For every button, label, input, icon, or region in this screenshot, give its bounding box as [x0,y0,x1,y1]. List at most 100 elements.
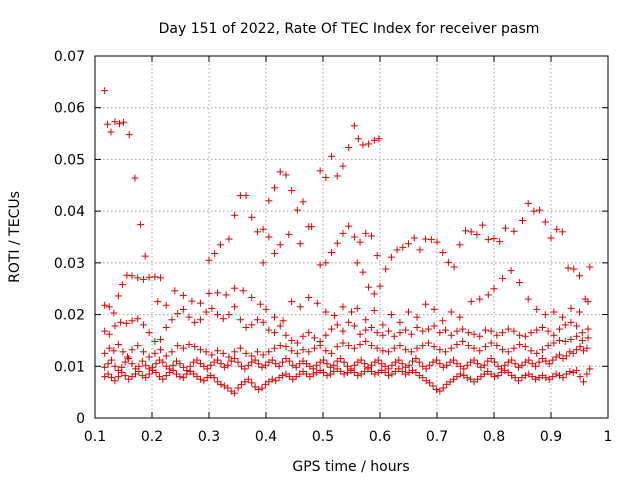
data-point [535,358,543,366]
data-point [350,368,358,376]
data-point [121,372,129,380]
data-point [141,252,149,260]
data-point [316,167,324,175]
x-tick-label: 0.4 [255,429,277,445]
data-point [553,225,561,233]
data-point [447,344,455,352]
data-point [118,281,126,289]
data-point [236,316,244,324]
data-point [268,356,276,364]
data-point [282,343,290,351]
data-point [142,361,150,369]
data-point [371,370,379,378]
data-point [128,317,136,325]
data-point [390,332,398,340]
data-point [376,282,384,290]
data-point [119,348,127,356]
data-point [231,348,239,356]
data-point [385,365,393,373]
data-point [473,230,481,238]
data-point [432,356,440,364]
data-point [415,358,423,366]
data-point [442,326,450,334]
data-point [484,236,492,244]
data-point [138,357,146,365]
data-point [559,374,567,382]
data-point [576,343,584,351]
data-point [134,342,142,350]
data-point [268,375,276,383]
data-point [310,344,318,352]
data-point [550,331,558,339]
data-point [550,308,558,316]
data-point [168,348,176,356]
x-tick-label: 0.1 [84,429,106,445]
data-point [444,258,452,266]
data-point [480,361,488,369]
data-point [374,356,382,364]
data-point [248,352,256,360]
data-point [484,291,492,299]
data-point [390,344,398,352]
data-point [508,356,516,364]
data-point [550,339,558,347]
data-point [196,375,204,383]
data-point [242,324,250,331]
data-point [271,313,279,321]
data-point [322,259,330,267]
data-point [576,373,584,381]
data-point [586,263,594,271]
data-point [419,342,427,350]
data-point [224,384,232,392]
data-point [430,322,438,330]
data-point [549,356,557,364]
data-point [208,304,216,312]
data-point [214,289,222,297]
data-point [456,313,464,321]
data-point [354,372,362,380]
data-point [442,348,450,356]
data-point [424,339,432,347]
data-point [467,228,475,236]
data-point [110,309,118,317]
data-point [265,233,273,241]
data-point [179,363,187,371]
data-point [573,366,581,374]
data-point [584,298,592,306]
data-point [145,353,153,361]
data-point [292,363,300,371]
data-point [296,303,304,311]
data-point [104,120,112,128]
data-point [493,331,501,339]
data-point [231,389,239,397]
data-point [151,337,159,345]
data-point [196,316,204,324]
data-point [217,380,225,388]
data-point [340,358,348,366]
data-point [328,249,336,257]
data-point [402,370,410,378]
data-point [487,355,495,363]
data-point [231,211,239,219]
data-point [538,324,546,331]
data-point [203,365,211,373]
data-point [407,348,415,356]
data-point [101,87,109,95]
data-point [566,367,574,375]
data-point [413,344,421,352]
data-point [288,347,296,355]
data-point [494,372,502,380]
data-point [114,373,122,381]
data-point [362,229,370,237]
data-point [382,265,390,273]
data-point [279,358,287,366]
data-point [101,363,109,371]
data-point [584,334,592,342]
data-point [570,265,578,273]
data-point [328,349,336,357]
data-point [255,360,263,368]
data-point [162,372,170,380]
data-point [118,368,126,376]
data-point [412,368,420,376]
